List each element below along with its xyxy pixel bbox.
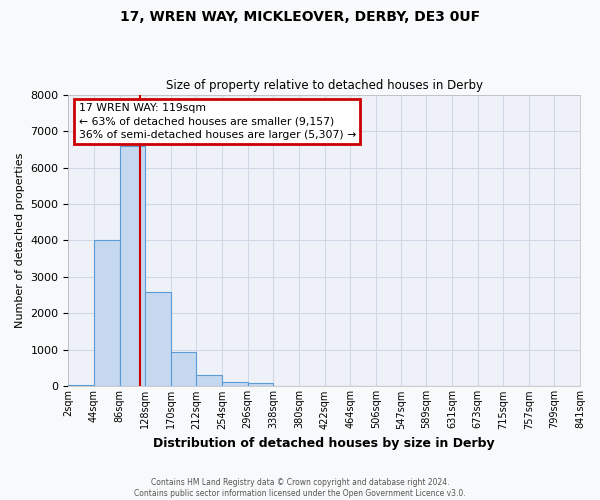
Bar — [94, 240, 119, 386]
Bar — [222, 382, 248, 386]
Text: Contains HM Land Registry data © Crown copyright and database right 2024.
Contai: Contains HM Land Registry data © Crown c… — [134, 478, 466, 498]
Bar — [248, 383, 273, 386]
Text: 17 WREN WAY: 119sqm
← 63% of detached houses are smaller (9,157)
36% of semi-det: 17 WREN WAY: 119sqm ← 63% of detached ho… — [79, 104, 356, 140]
Bar — [171, 352, 196, 386]
Title: Size of property relative to detached houses in Derby: Size of property relative to detached ho… — [166, 79, 483, 92]
Y-axis label: Number of detached properties: Number of detached properties — [15, 153, 25, 328]
Bar — [119, 146, 145, 386]
Bar — [68, 384, 94, 386]
Text: 17, WREN WAY, MICKLEOVER, DERBY, DE3 0UF: 17, WREN WAY, MICKLEOVER, DERBY, DE3 0UF — [120, 10, 480, 24]
Bar — [145, 292, 171, 386]
X-axis label: Distribution of detached houses by size in Derby: Distribution of detached houses by size … — [154, 437, 495, 450]
Bar — [196, 374, 222, 386]
